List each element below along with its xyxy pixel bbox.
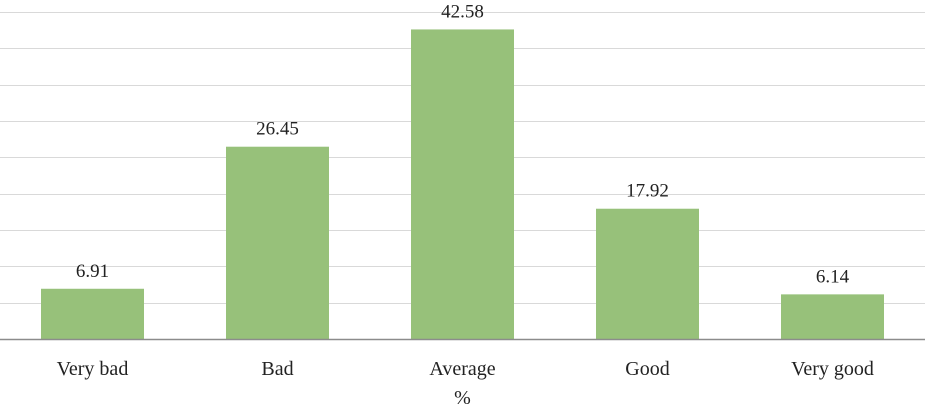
bar	[596, 208, 699, 339]
data-labels: 6.91 26.45 42.58 17.92 6.14	[76, 1, 850, 287]
bar	[41, 288, 144, 339]
bar	[781, 294, 884, 339]
bar	[226, 146, 329, 339]
bars	[41, 29, 884, 340]
x-tick-label: Very bad	[57, 358, 129, 380]
x-tick-labels: Very bad Bad Average Good Very good	[57, 358, 874, 380]
x-tick-label: Very good	[791, 358, 874, 380]
data-label: 17.92	[626, 181, 669, 202]
x-tick-label: Good	[625, 358, 669, 380]
bar	[411, 29, 514, 340]
x-axis-title: %	[454, 387, 471, 409]
x-tick-label: Bad	[261, 358, 293, 380]
data-label: 26.45	[256, 119, 299, 140]
data-label: 6.14	[816, 266, 850, 287]
data-label: 42.58	[441, 1, 484, 22]
x-tick-label: Average	[429, 358, 495, 380]
data-label: 6.91	[76, 261, 109, 282]
